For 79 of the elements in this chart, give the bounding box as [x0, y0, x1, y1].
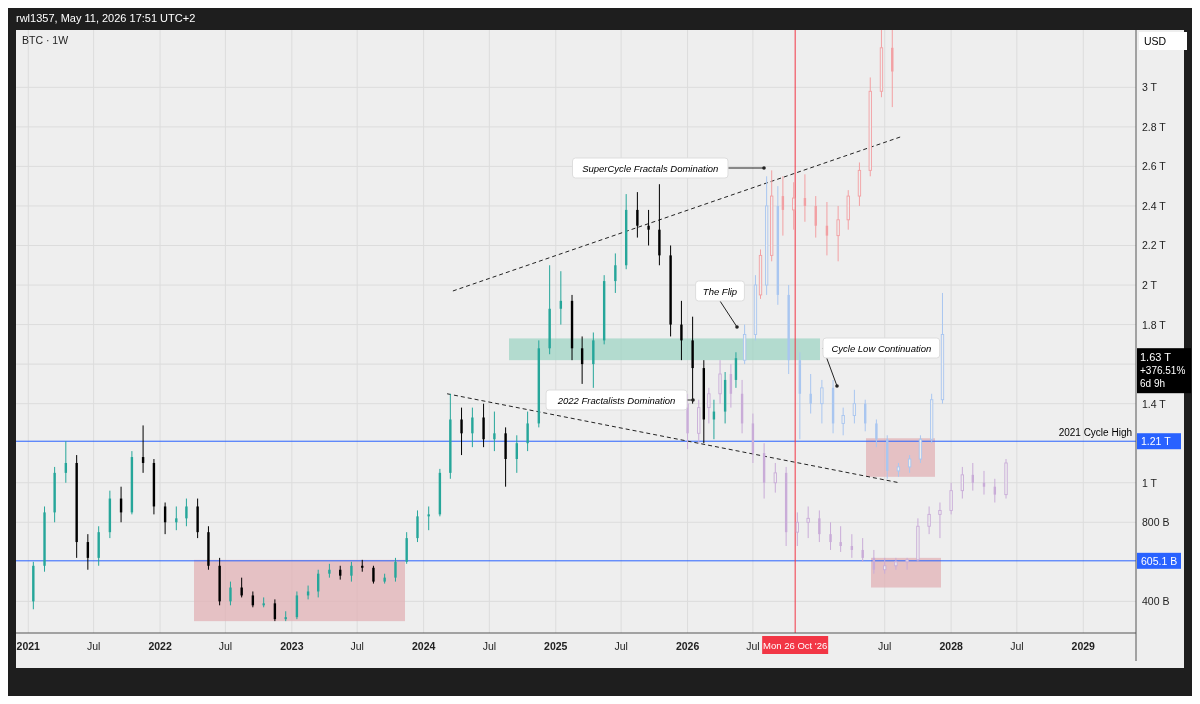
candlestick [240, 577, 243, 598]
candlestick [852, 389, 857, 424]
x-tick-label: 2029 [1071, 640, 1096, 652]
ref-line-label: Mon 26 Oct '26 [763, 640, 828, 651]
candlestick [875, 418, 878, 448]
x-tick-label: 2023 [280, 640, 304, 652]
candlestick [526, 411, 529, 452]
candlestick [792, 181, 796, 231]
candlestick [229, 581, 232, 606]
candlestick [647, 209, 650, 246]
candlestick [806, 505, 810, 539]
candlestick [614, 252, 617, 294]
candlestick [839, 525, 842, 553]
x-tick-label: 2024 [411, 640, 436, 652]
y-tick-label: 800 B [1142, 516, 1170, 529]
chart-subtitle: rwl1357, May 11, 2026 17:51 UTC+2 [16, 12, 196, 24]
candlestick [350, 561, 353, 583]
y-tick-label: 1.4 T [1142, 397, 1167, 410]
x-tick-label: Jul [746, 640, 760, 652]
y-tick-label: 1.8 T [1142, 318, 1167, 331]
candlestick [949, 482, 953, 515]
x-tick-label: Jul [614, 640, 628, 652]
candlestick [861, 537, 864, 563]
x-tick-label: Jul [482, 640, 497, 652]
candlestick [427, 505, 430, 531]
candlestick [836, 205, 840, 262]
y-tick-label: 2.2 T [1142, 239, 1167, 252]
x-tick-label: Jul [218, 640, 233, 652]
candlestick [718, 359, 722, 405]
candlestick [680, 300, 683, 361]
ref-line-label: 1.21 T [1141, 435, 1172, 448]
x-tick-label: Jul [1010, 640, 1024, 652]
x-tick-label: Jul [350, 640, 364, 652]
y-tick-label: 1 T [1142, 476, 1158, 489]
candlestick [809, 373, 812, 415]
y-axis-title: USD [1144, 35, 1167, 47]
x-tick-label: 2026 [675, 640, 700, 652]
x-tick-label: 2022 [148, 640, 172, 652]
x-tick-label: 2028 [939, 640, 963, 652]
candlestick [592, 331, 595, 389]
ref-line-label: 605.1 B [1141, 554, 1178, 567]
candlestick [636, 191, 639, 239]
candlestick [405, 531, 408, 565]
candlestick [482, 403, 485, 448]
y-tick-label: 2.6 T [1142, 160, 1167, 173]
y-tick-label: 2 T [1142, 279, 1158, 292]
y-tick-label: 400 B [1142, 595, 1170, 608]
candlestick [416, 509, 419, 543]
candlestick [460, 407, 463, 456]
chart-title: BTC · 1W [22, 34, 69, 46]
candlestick [938, 502, 942, 539]
candlestick [394, 557, 397, 583]
candlestick [493, 411, 496, 452]
annotation: Cycle Low Continuation [831, 343, 932, 354]
candlestick [471, 407, 474, 448]
x-tick-label: Jul [877, 640, 892, 652]
candlestick [927, 505, 931, 535]
candlestick [175, 505, 178, 531]
candlestick [846, 189, 850, 231]
candlestick [960, 466, 964, 500]
candlestick [795, 511, 799, 547]
x-tick-label: 2021 [16, 640, 41, 652]
x-tick-label: 2025 [544, 640, 568, 652]
candlestick [829, 521, 832, 551]
candlestick [707, 387, 711, 424]
annotation: The Flip [702, 286, 738, 297]
candlestick [818, 509, 821, 543]
x-tick-label: Jul [86, 640, 101, 652]
candlestick [918, 434, 923, 464]
annotation: 2022 Fractalists Domination [556, 395, 676, 406]
candlestick [820, 379, 824, 424]
annotation: 2021 Cycle High [1058, 427, 1132, 439]
y-tick-label: 2.8 T [1142, 120, 1167, 133]
y-tick-label: 2.4 T [1142, 199, 1167, 212]
y-tick-label: 3 T [1142, 81, 1158, 94]
candlestick [185, 498, 188, 527]
candlestick [841, 407, 845, 436]
annotation: SuperCycle Fractals Domination [582, 163, 719, 174]
candlestick [773, 462, 777, 494]
